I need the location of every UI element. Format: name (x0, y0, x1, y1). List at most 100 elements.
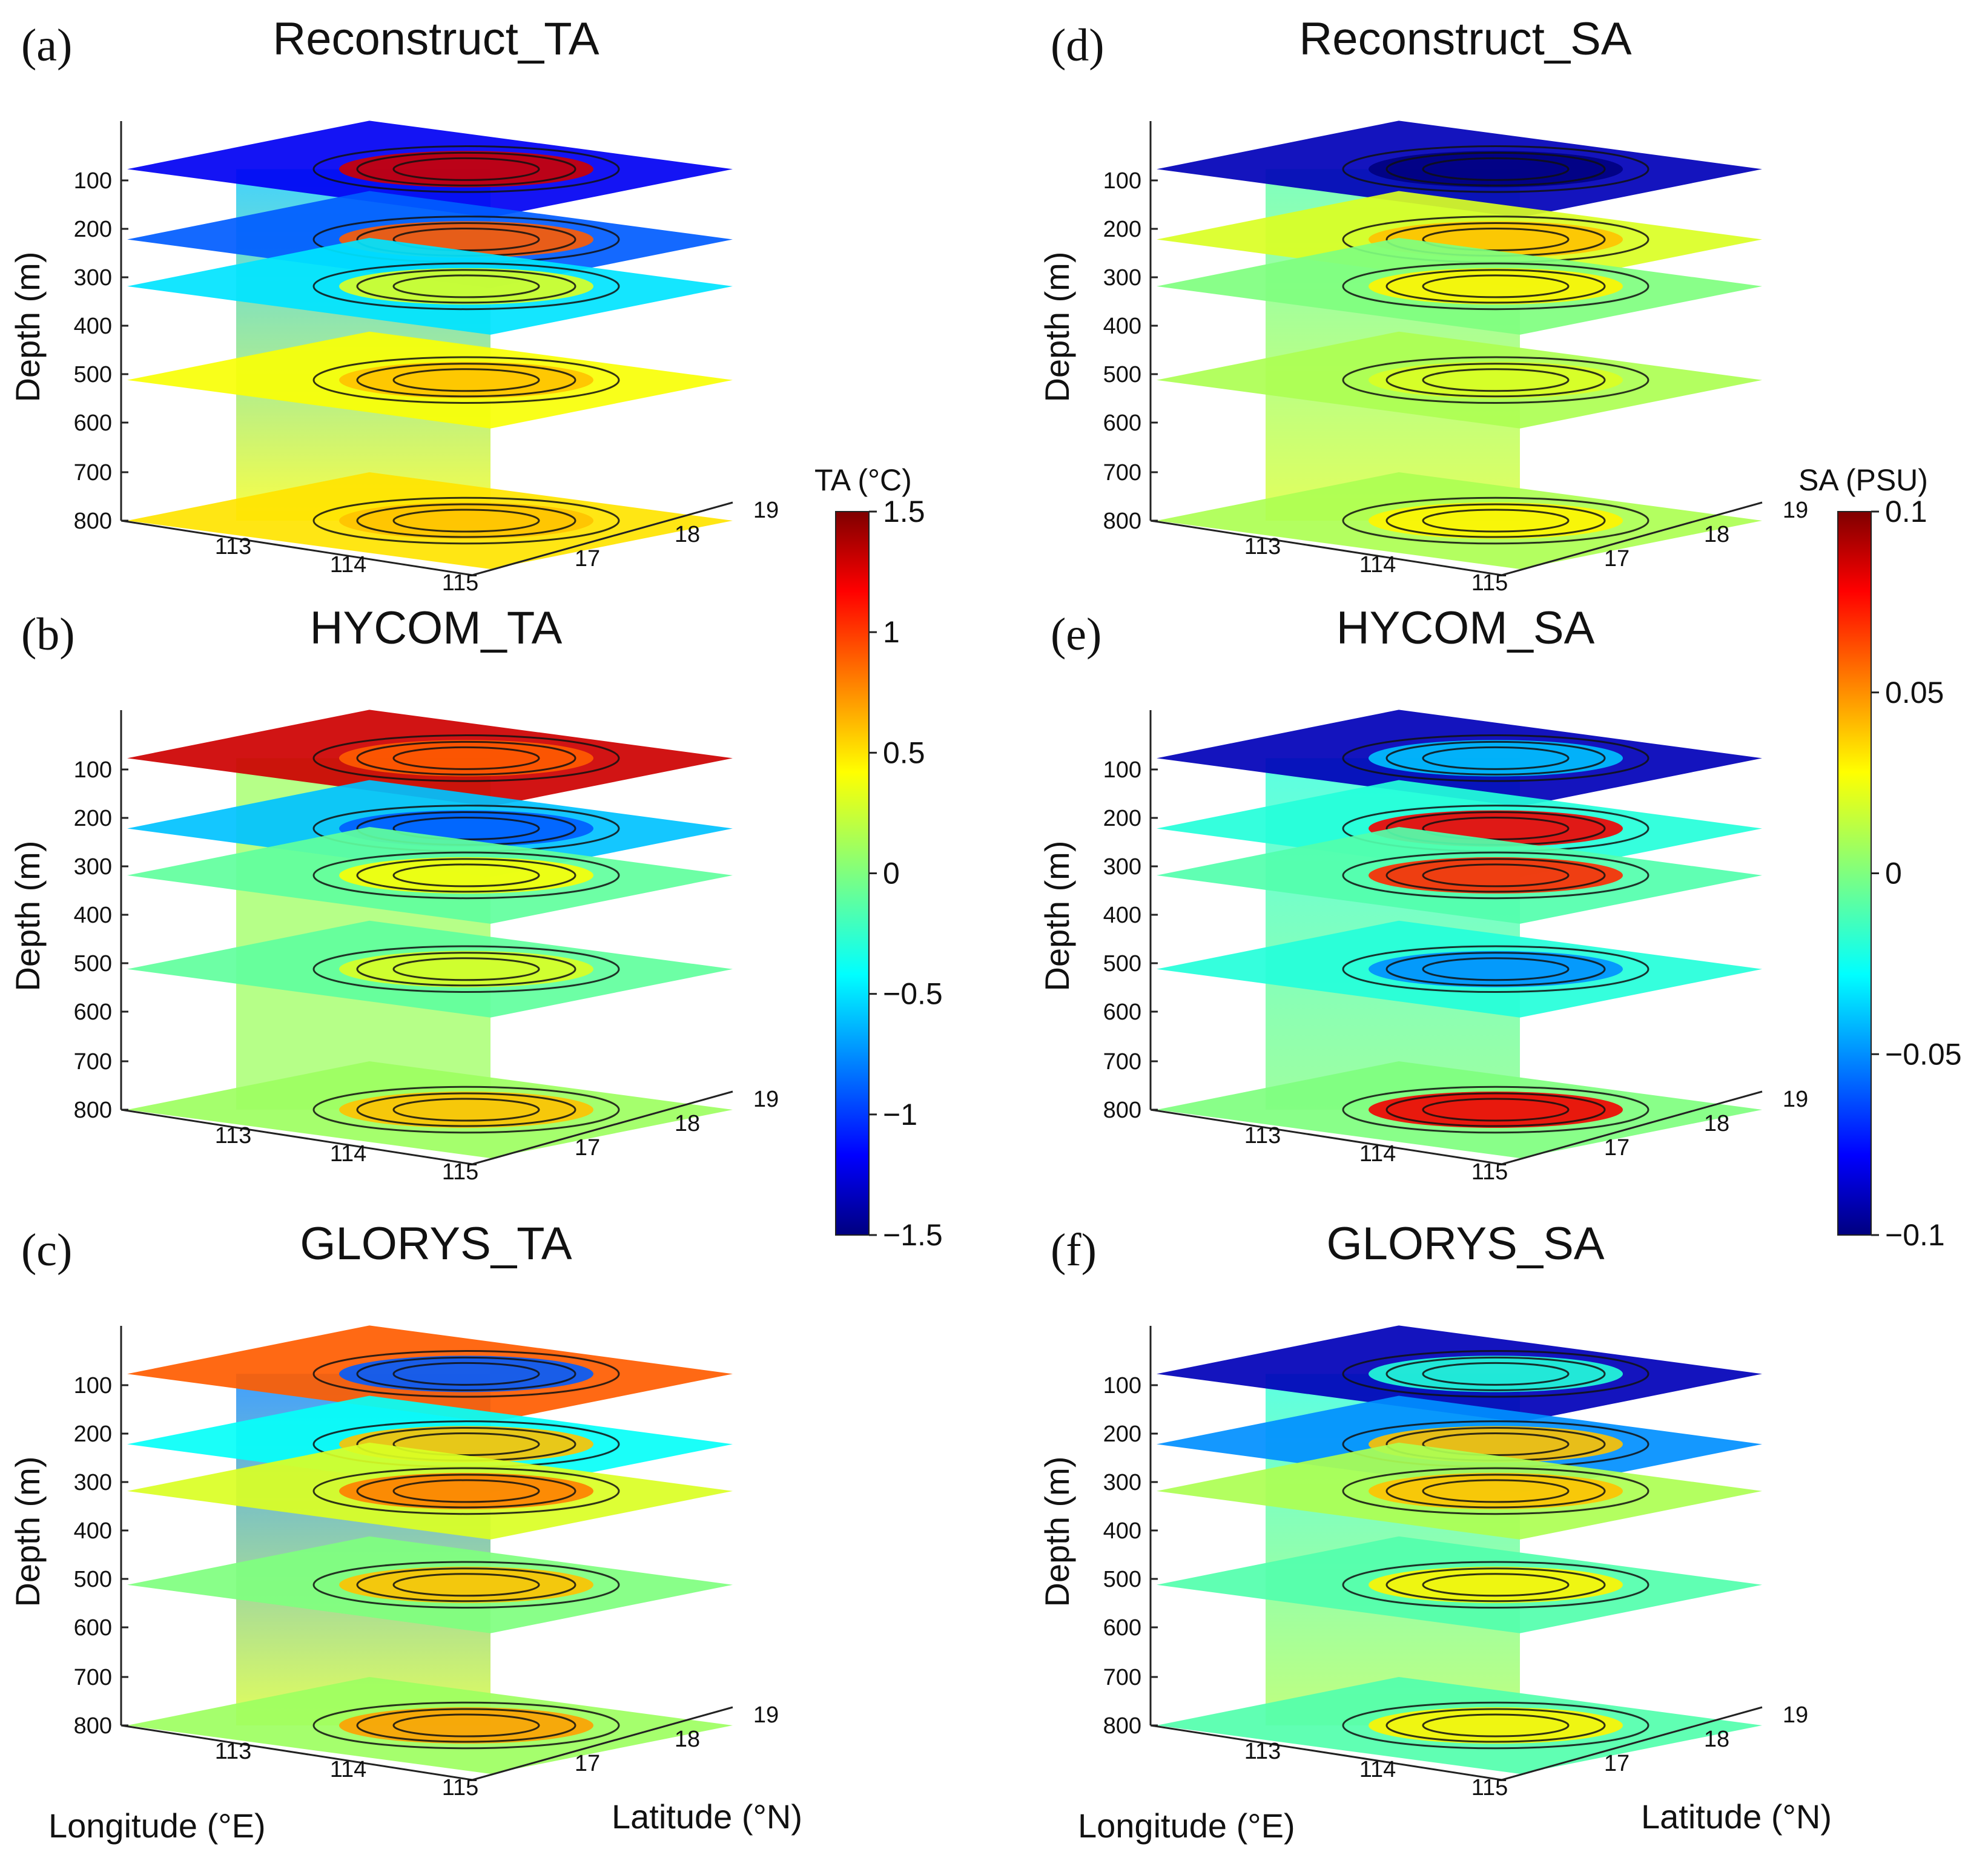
contour-line (356, 151, 576, 186)
depth-slice (1157, 237, 1762, 335)
panel-title: HYCOM_TA (310, 602, 563, 654)
lon-axis (121, 519, 473, 576)
contour-line (1385, 740, 1606, 776)
depth-tick-label: 200 (1103, 217, 1141, 242)
depth-tick-label: 500 (1103, 1567, 1141, 1592)
contour-line (1422, 1713, 1570, 1738)
depth-slice (127, 331, 733, 429)
slice-feature (1369, 857, 1623, 894)
slice-feature (339, 1707, 593, 1744)
contour-line (1342, 262, 1650, 311)
slice-feature (339, 1566, 593, 1603)
colorbar-tick-label: 1.5 (883, 495, 925, 529)
slice-feature (339, 1356, 593, 1392)
slice-feature (339, 361, 593, 398)
contour-line (1385, 1092, 1606, 1127)
lon-tick-label: 114 (1359, 1757, 1396, 1782)
contour-line (1422, 227, 1570, 251)
contour-line (312, 496, 620, 545)
lat-axis (1501, 501, 1763, 576)
depth-tick-label: 700 (1103, 460, 1141, 486)
panel-label: (b) (21, 609, 75, 660)
depth-axis-label: Depth (m) (8, 252, 47, 403)
depth-slice (1157, 920, 1762, 1018)
depth-tick-label: 800 (74, 509, 112, 534)
contour-line (1385, 151, 1606, 186)
slice-feature (1369, 502, 1623, 539)
depth-tick-label: 800 (1103, 509, 1141, 534)
panel-label: (d) (1051, 20, 1105, 71)
depth-tick-label: 500 (74, 951, 112, 977)
lat-tick-label: 19 (753, 1702, 779, 1728)
slice-feature (1369, 1472, 1623, 1509)
colorbar-tick-label: 0.5 (883, 736, 925, 769)
lon-tick-label: 114 (330, 1757, 367, 1782)
panel-3: (c) GLORYS_TA 100 200 300 400 500 600 700 800 Dept… (8, 1218, 779, 1800)
depth-tick-label: 700 (74, 1049, 112, 1075)
lon-tick-label: 113 (215, 534, 252, 559)
x-axis-label-left: Longitude (°E) (48, 1807, 266, 1845)
lon-tick-label: 114 (330, 552, 367, 578)
depth-tick-label: 300 (1103, 265, 1141, 291)
depth-tick-label: 600 (1103, 1615, 1141, 1641)
contour-line (1385, 269, 1606, 304)
colorbar-tick-label: 1 (883, 615, 900, 649)
depth-tick-label: 100 (1103, 1373, 1141, 1398)
contour-line (392, 1362, 540, 1386)
depth-slice (127, 710, 733, 807)
colorbar-tick-label: 0.05 (1885, 676, 1944, 710)
contour-line (1385, 1708, 1606, 1743)
contour-line (1342, 734, 1650, 782)
depth-tick-label: 300 (74, 1470, 112, 1495)
lon-axis (1150, 1724, 1502, 1781)
colorbar-title: TA (°C) (814, 463, 912, 497)
panel-5: (e) HYCOM_SA 100 200 300 400 500 600 700 800 Depth… (1038, 602, 1808, 1185)
contour-line (392, 368, 540, 392)
depth-tick-label: 500 (74, 362, 112, 387)
lat-tick-label: 19 (1783, 1702, 1808, 1728)
contour-line (312, 734, 620, 782)
colorbar-ta: TA (°C)1.5 1 0.5 0 −0.5 −1 −1.5 (814, 463, 943, 1252)
slice-feature (1369, 151, 1623, 188)
contour-line (1385, 1356, 1606, 1391)
depth-slice (1157, 1442, 1762, 1540)
lat-tick-label: 19 (753, 498, 779, 523)
depth-tick-label: 600 (74, 1000, 112, 1025)
depth-slice (127, 120, 733, 218)
depth-tick-label: 200 (74, 806, 112, 831)
depth-tick-label: 300 (1103, 854, 1141, 880)
contour-line (1422, 1573, 1570, 1597)
depth-slice (1157, 331, 1762, 429)
depth-tick-label: 100 (1103, 757, 1141, 783)
contour-line (1422, 157, 1570, 181)
depth-slice (1157, 710, 1762, 807)
slice-feature (339, 268, 593, 305)
contour-line (1422, 957, 1570, 981)
depth-tick-label: 800 (74, 1098, 112, 1123)
depth-slice (1157, 1325, 1762, 1423)
contour-line (392, 1432, 540, 1456)
contour-line (312, 1701, 620, 1750)
contour-line (1422, 274, 1570, 298)
depth-tick-label: 500 (1103, 362, 1141, 387)
lat-axis (472, 501, 733, 576)
contour-line (1342, 851, 1650, 900)
x-axis-label-right: Longitude (°E) (1078, 1807, 1295, 1845)
contour-line (392, 957, 540, 981)
panel-title: Reconstruct_SA (1299, 13, 1631, 65)
slice-feature (339, 151, 593, 188)
contour-line (1422, 1098, 1570, 1122)
depth-tick-label: 300 (74, 265, 112, 291)
lat-axis (472, 1706, 733, 1781)
contour-line (356, 1092, 576, 1127)
contour-line (356, 952, 576, 987)
contour-line (356, 1474, 576, 1509)
depth-axis-label: Depth (m) (8, 1457, 47, 1607)
lat-tick-label: 17 (575, 1751, 600, 1776)
panel-label: (a) (21, 20, 72, 71)
y-axis-label-right: Latitude (°N) (1641, 1797, 1832, 1836)
lon-tick-label: 114 (1359, 1141, 1396, 1167)
contour-line (1422, 368, 1570, 392)
lat-tick-label: 18 (1704, 1111, 1729, 1136)
depth-slice (127, 1536, 733, 1633)
